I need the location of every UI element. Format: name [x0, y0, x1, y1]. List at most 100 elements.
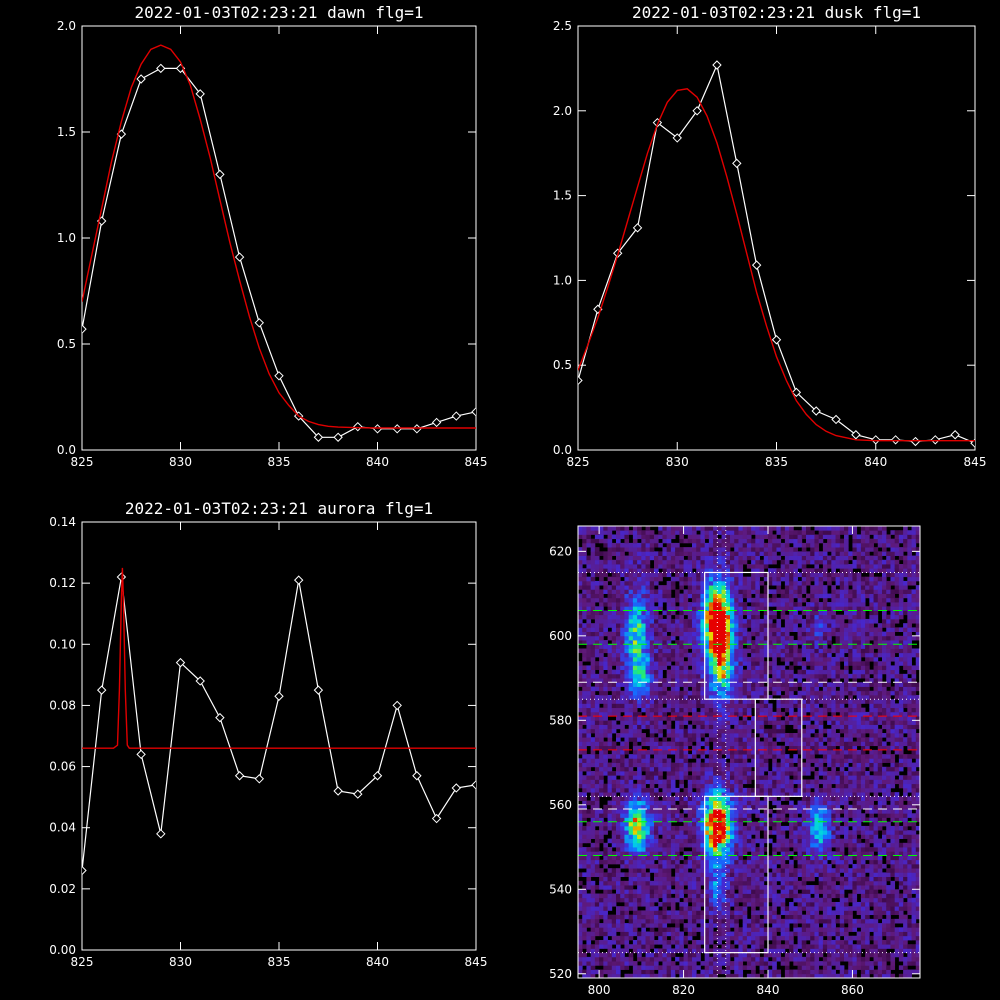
plot-area	[578, 60, 975, 448]
data-point	[136, 749, 146, 760]
data-point	[930, 435, 941, 445]
data-point	[871, 435, 881, 445]
data-point	[82, 324, 87, 334]
extraction-box	[704, 571, 769, 700]
data-point	[431, 813, 442, 824]
data-point	[471, 780, 476, 790]
dusk-panel: 825 830 835 840 845 0.0 0.5 1.0 1.5 2.0 2.5 2022-01…	[553, 3, 987, 469]
y-tick-label: 520	[549, 967, 572, 981]
aurora-panel: 825 830 835 840 845 0.00 0.02 0.04 0.06 0.08 0.10 0…	[49, 499, 487, 969]
plot-frame	[577, 525, 921, 979]
data-point	[353, 789, 363, 799]
y-tick-label: 540	[549, 882, 572, 896]
data-point	[333, 432, 343, 442]
x-tick-label: 825	[71, 955, 94, 969]
data-point	[692, 106, 702, 116]
y-tick-label: 0.5	[57, 337, 76, 351]
data-point	[234, 252, 245, 262]
heatmap-pixels	[578, 526, 921, 979]
x-tick-label: 840	[864, 455, 887, 469]
x-tick-label: 835	[268, 955, 291, 969]
data-point	[431, 417, 442, 428]
data-point	[811, 406, 821, 416]
y-tick-label: 0.5	[553, 358, 572, 372]
data-point	[471, 407, 476, 417]
data-point	[156, 63, 166, 74]
data-point	[313, 432, 324, 442]
data-point	[890, 435, 901, 445]
x-tick-label: 840	[366, 955, 389, 969]
data-point	[851, 430, 861, 440]
x-tick-label: 840	[757, 983, 780, 997]
x-tick-label: 835	[268, 455, 291, 469]
y-tick-label: 0.08	[49, 698, 76, 712]
data-point	[831, 414, 841, 425]
chart-title: 2022-01-03T02:23:21 dawn flg=1	[135, 3, 424, 22]
y-tick-label: 1.0	[57, 231, 76, 245]
data-point	[732, 158, 742, 169]
extraction-box	[754, 698, 803, 797]
x-tick-label: 840	[366, 455, 389, 469]
data-point	[293, 575, 304, 585]
data-point	[175, 657, 186, 668]
data-point	[136, 74, 146, 84]
fit-curve	[578, 88, 975, 442]
x-tick-label: 830	[169, 455, 192, 469]
y-tick-label: 0.0	[57, 443, 76, 457]
y-tick-label: 0.06	[49, 760, 76, 774]
x-tick-label: 820	[672, 983, 695, 997]
data-point	[195, 676, 205, 686]
x-tick-label: 845	[964, 455, 987, 469]
data-point	[372, 771, 383, 781]
y-tick-label: 0.04	[49, 821, 76, 835]
data-point	[771, 335, 782, 345]
y-tick-label: 580	[549, 713, 572, 727]
y-tick-label: 2.0	[57, 19, 76, 33]
fit-curve	[82, 44, 476, 429]
plot-area	[82, 44, 476, 442]
fit-curve	[82, 567, 476, 749]
data-point	[412, 771, 422, 781]
x-tick-label: 835	[765, 455, 788, 469]
data-point	[82, 865, 87, 876]
y-tick-label: 560	[549, 798, 572, 812]
y-tick-label: 620	[549, 544, 572, 558]
dawn-panel: 825 830 835 840 845 0.0 0.5 1.0 1.5 2.0 2022-01-03…	[57, 3, 488, 469]
x-tick-label: 830	[666, 455, 689, 469]
y-tick-label: 0.00	[49, 943, 76, 957]
y-tick-label: 1.0	[553, 273, 572, 287]
data-point	[712, 60, 722, 70]
data-point	[333, 786, 343, 796]
data-point	[274, 691, 284, 701]
data-point	[96, 685, 107, 695]
y-tick-label: 2.0	[553, 104, 572, 118]
data-point	[254, 774, 265, 784]
plot-area	[82, 567, 476, 876]
y-tick-label: 1.5	[553, 189, 572, 203]
data-point	[751, 260, 762, 270]
y-tick-label: 600	[549, 629, 572, 643]
x-tick-label: 800	[588, 983, 611, 997]
y-tick-label: 0.12	[49, 576, 76, 590]
x-tick-label: 860	[841, 983, 864, 997]
y-tick-label: 0.0	[553, 443, 572, 457]
data-point	[950, 430, 960, 440]
image-panel: 800 820 840 860 520 540 560 580 600 620	[549, 525, 921, 997]
data-point	[672, 133, 682, 143]
extraction-box	[704, 795, 769, 954]
data-point	[156, 829, 166, 839]
data-point	[215, 712, 225, 723]
data-point	[254, 318, 265, 328]
data-point	[632, 223, 643, 233]
y-tick-label: 0.02	[49, 882, 76, 896]
data-point	[234, 771, 245, 781]
data-point	[274, 371, 284, 381]
x-tick-label: 830	[169, 955, 192, 969]
y-tick-label: 1.5	[57, 125, 76, 139]
data-point	[451, 783, 462, 793]
chart-title: 2022-01-03T02:23:21 aurora flg=1	[125, 499, 433, 518]
data-point	[215, 169, 225, 180]
x-tick-label: 825	[567, 455, 590, 469]
chart-title: 2022-01-03T02:23:21 dusk flg=1	[632, 3, 921, 22]
